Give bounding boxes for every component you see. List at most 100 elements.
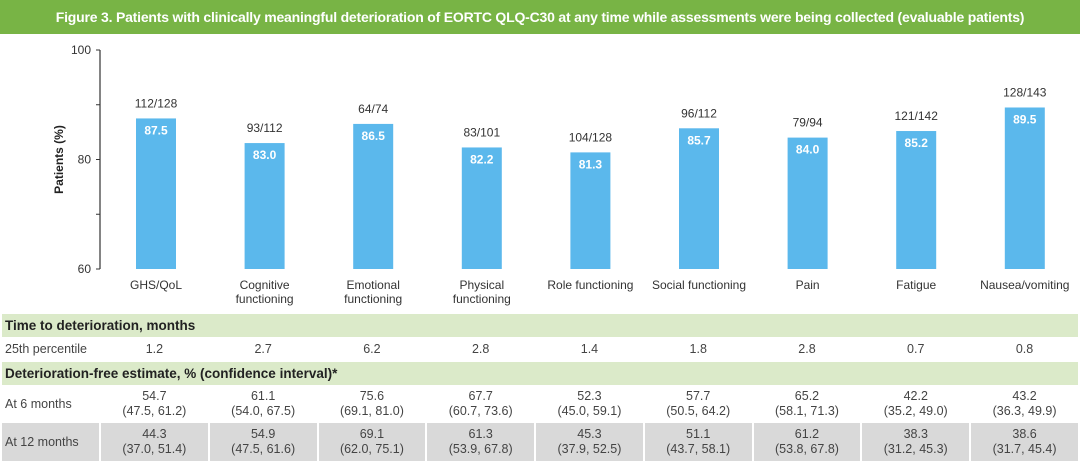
table-row: 25th percentile 1.2 2.7 6.2 2.8 1.4 1.8 2.8 0.7 0… (2, 339, 1078, 360)
bar-value-label: 87.5 (144, 123, 168, 137)
bar-count-label: 64/74 (358, 102, 388, 116)
table-cell: 2.8 (471, 342, 490, 356)
bar-value-label: 89.5 (1013, 112, 1037, 126)
section-header: Deterioration-free estimate, % (confiden… (2, 362, 1078, 385)
bar-count-label: 79/94 (793, 116, 823, 130)
confidence-interval: (37.9, 52.5) (557, 442, 622, 456)
confidence-interval: (36.3, 49.9) (992, 404, 1057, 418)
bar-count-label: 104/128 (569, 130, 613, 144)
bar (1004, 107, 1045, 269)
bar-count-label: 93/112 (247, 121, 283, 135)
table-cell: 69.1 (62.0, 75.1) (318, 423, 426, 461)
bar-count-label: 112/128 (135, 96, 178, 110)
confidence-interval: (31.7, 45.4) (992, 442, 1057, 456)
estimate-value: 54.9 (250, 427, 276, 441)
bar-value-label: 83.0 (253, 148, 277, 162)
table-cell: 75.6 (69.1, 81.0) (319, 387, 426, 421)
confidence-interval: (50.5, 64.2) (666, 404, 731, 418)
bar-value-label: 82.2 (470, 152, 494, 166)
table-cell: 2.8 (798, 342, 816, 356)
row-label: At 6 months (5, 396, 72, 411)
confidence-interval: (53.9, 67.8) (448, 442, 513, 456)
table-cell: 61.3 (53.9, 67.8) (427, 423, 535, 461)
confidence-interval: (37.0, 51.4) (122, 442, 187, 456)
bar-value-label: 81.3 (579, 157, 603, 171)
section-header-row: Deterioration-free estimate, % (confiden… (2, 362, 1078, 385)
table-cell: 51.1 (43.7, 58.1) (644, 423, 752, 461)
y-axis-label: Patients (%) (52, 125, 66, 194)
estimate-value: 75.6 (359, 389, 385, 403)
estimate-value: 52.3 (577, 389, 602, 403)
table-cell: 1.2 (145, 342, 164, 356)
table-cell: 0.8 (1015, 342, 1034, 356)
bar (244, 143, 285, 269)
estimate-value: 67.7 (468, 389, 493, 403)
y-tick-label: 100 (71, 43, 91, 57)
table-cell: 43.2 (36.3, 49.9) (971, 387, 1078, 421)
table-row: At 12 months 44.3 (37.0, 51.4) 54.9 (47.5, 6… (2, 423, 1078, 461)
bar-count-label: 83/101 (463, 125, 500, 139)
estimate-value: 43.2 (1012, 389, 1037, 403)
bar (679, 128, 719, 269)
table-cell: 1.8 (689, 342, 707, 356)
table-cell: 38.6 (31.7, 45.4) (971, 423, 1078, 461)
confidence-interval: (45.0, 59.1) (557, 404, 622, 418)
y-tick-label: 60 (78, 262, 92, 276)
estimate-value: 44.3 (142, 427, 167, 441)
table-cell: 1.4 (580, 342, 599, 356)
confidence-interval: (43.7, 58.1) (666, 442, 731, 456)
table-cell: 54.9 (47.5, 61.6) (209, 423, 317, 461)
bar-value-label: 85.7 (687, 133, 711, 147)
estimate-value: 51.1 (686, 427, 711, 441)
row-label: At 12 months (2, 423, 99, 461)
table-cell: 65.2 (58.1, 71.3) (754, 387, 861, 421)
category-label: Social functioning (652, 278, 746, 292)
estimate-value: 69.1 (359, 427, 385, 441)
estimate-value: 38.3 (903, 427, 928, 441)
confidence-interval: (53.8, 67.8) (775, 442, 839, 456)
bar (461, 147, 502, 269)
bar (787, 137, 828, 269)
estimate-value: 38.6 (1012, 427, 1037, 441)
bar (570, 152, 611, 269)
table-cell: 44.3 (37.0, 51.4) (101, 423, 208, 461)
confidence-interval: (58.1, 71.3) (775, 404, 839, 418)
bar (136, 118, 176, 269)
bar-value-label: 84.0 (796, 143, 820, 157)
table-cell: 57.7 (50.5, 64.2) (645, 387, 752, 421)
section-header-row: Time to deterioration, months (2, 314, 1078, 337)
table-cell: 52.3 (45.0, 59.1) (536, 387, 643, 421)
category-label: Physical functioning (453, 278, 511, 306)
category-label: Pain (796, 278, 820, 292)
bar-count-label: 128/143 (1003, 85, 1047, 99)
bar-value-label: 85.2 (905, 136, 929, 150)
estimate-value: 61.3 (468, 427, 493, 441)
confidence-interval: (31.2, 45.3) (883, 442, 948, 456)
table-cell: 42.2 (35.2, 49.0) (862, 387, 969, 421)
bar-count-label: 96/112 (681, 106, 717, 120)
estimate-value: 42.2 (903, 389, 928, 403)
category-label: GHS/QoL (130, 278, 182, 292)
confidence-interval: (62.0, 75.1) (339, 442, 404, 456)
table-cell: 45.3 (37.9, 52.5) (536, 423, 643, 461)
confidence-interval: (47.5, 61.2) (122, 404, 187, 418)
bar-value-label: 86.5 (362, 129, 386, 143)
category-label: Fatigue (896, 278, 936, 292)
category-label: Emotional functioning (344, 278, 402, 306)
table-cell: 54.7 (47.5, 61.2) (101, 387, 208, 421)
table-row: At 6 months 54.7 (47.5, 61.2) 61.1 (54.0, 67… (2, 387, 1078, 421)
table-cell: 67.7 (60.7, 73.6) (427, 387, 534, 421)
estimate-value: 45.3 (577, 427, 602, 441)
category-label: Role functioning (547, 278, 633, 292)
row-label: 25th percentile (5, 342, 88, 356)
bar (353, 123, 394, 269)
deterioration-table: Time to deterioration, months 25th percen… (0, 312, 1080, 463)
table-cell: 61.1 (54.0, 67.5) (210, 387, 317, 421)
section-header: Time to deterioration, months (2, 314, 1078, 337)
confidence-interval: (35.2, 49.0) (883, 404, 948, 418)
table-cell: 2.7 (254, 342, 272, 356)
table-cell: 61.2 (53.8, 67.8) (753, 423, 861, 461)
category-label: Nausea/vomiting (980, 278, 1069, 292)
bar-count-label: 121/142 (895, 109, 939, 123)
estimate-value: 61.2 (794, 427, 820, 441)
